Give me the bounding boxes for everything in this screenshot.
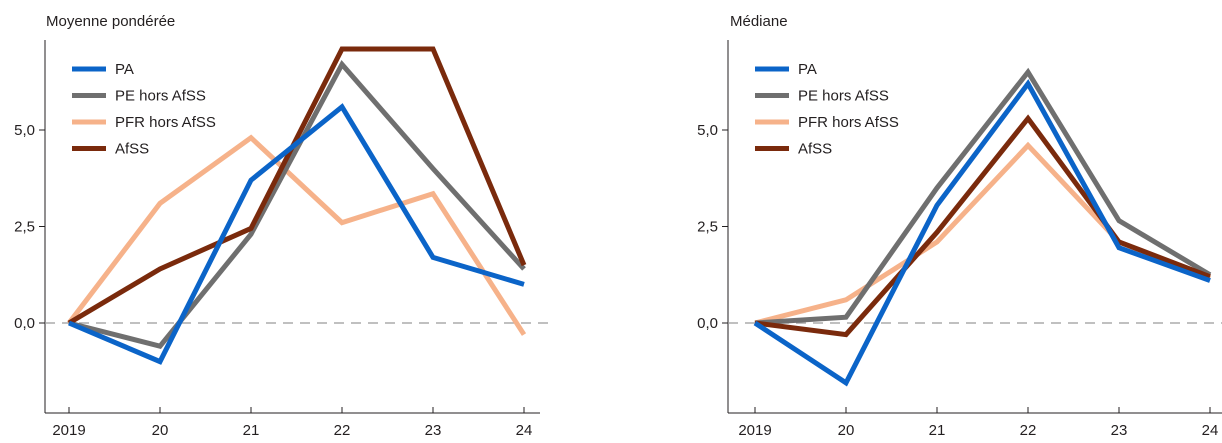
chart-panel-median: Médiane 0,0 2,5 5,0 2019 20 21 22 23 24 PA PE hors … [680,0,1222,443]
x-tick-label: 2019 [52,422,85,439]
series-line-pfr-hors-afss [67,134,527,336]
x-tick-label: 23 [1111,422,1128,439]
legend-label-pfr-hors-afss: PFR hors AfSS [798,114,899,131]
legend-label-pe-hors-afss: PE hors AfSS [115,88,206,105]
legend-label-pa: PA [798,61,817,78]
x-tick-label: 21 [243,422,260,439]
y-tick-label: 5,0 [14,122,35,139]
y-tick-label: 2,5 [14,219,35,236]
chart-panel-weighted-mean: Moyenne pondérée 0,0 2,5 5,0 2019 20 21 22 23 24 P… [0,0,560,443]
series-line-pe-hors-afss [68,60,526,349]
x-tick-label: 22 [1020,422,1037,439]
legend-label-afss: AfSS [115,141,149,158]
x-tick-label: 24 [1202,422,1219,439]
y-tick-label: 0,0 [697,315,718,332]
series-line-pe-hors-afss [754,67,1212,326]
y-tick-label: 0,0 [14,315,35,332]
x-tick-label: 22 [334,422,351,439]
chart-title: Moyenne pondérée [46,13,175,30]
x-tick-label: 20 [838,422,855,439]
chart-median: Médiane 0,0 2,5 5,0 2019 20 21 22 23 24 PA PE hors … [697,13,1222,439]
chart-title: Médiane [730,13,788,30]
x-tick-label: 2019 [738,422,771,439]
chart-weighted-mean: Moyenne pondérée 0,0 2,5 5,0 2019 20 21 22 23 24 P… [14,13,548,439]
y-tick-label: 2,5 [697,219,718,236]
series-line-pa [753,79,1211,387]
series-line-afss [754,114,1211,338]
legend-label-pe-hors-afss: PE hors AfSS [798,88,889,105]
x-tick-label: 20 [152,422,169,439]
legend-label-pfr-hors-afss: PFR hors AfSS [115,114,216,131]
x-tick-label: 23 [425,422,442,439]
y-tick-label: 5,0 [697,122,718,139]
legend-label-afss: AfSS [798,141,832,158]
series-line-afss [67,46,527,326]
x-tick-label: 24 [516,422,533,439]
legend-label-pa: PA [115,61,134,78]
x-tick-label: 21 [929,422,946,439]
series-line-pa [68,103,525,365]
